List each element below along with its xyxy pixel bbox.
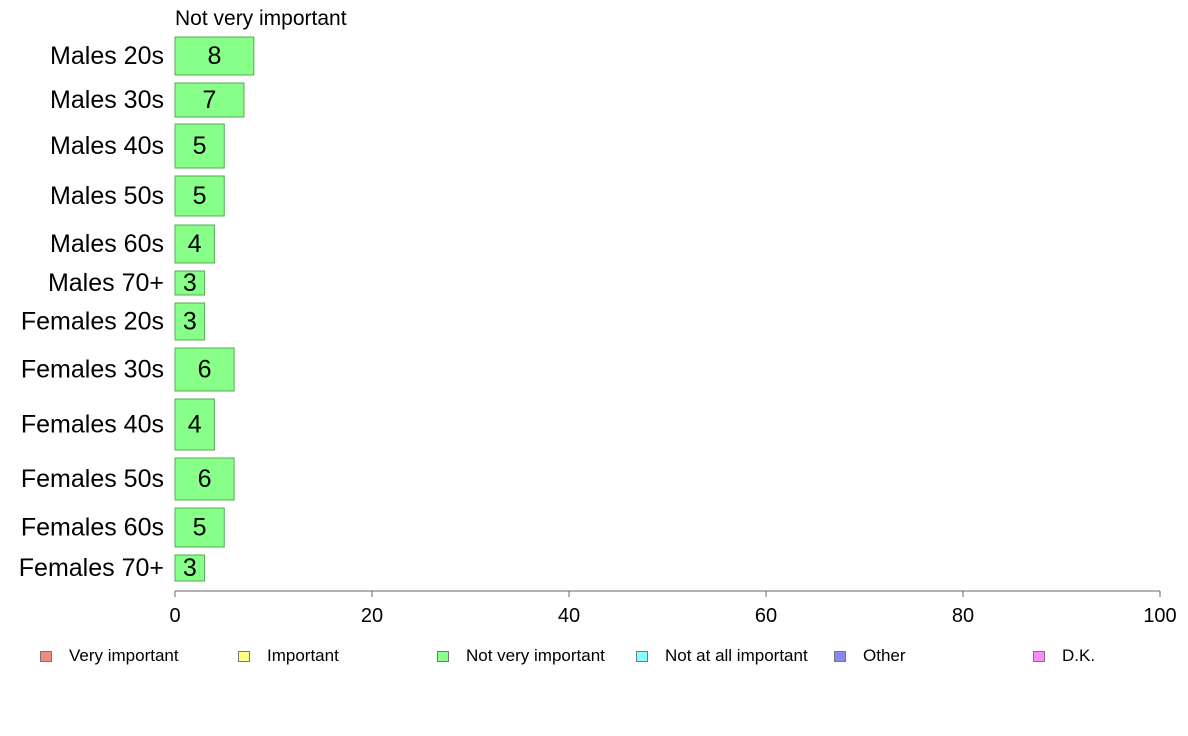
bar	[174, 457, 235, 501]
legend-item: Not at all important	[636, 646, 808, 666]
bar	[174, 82, 245, 118]
x-tick-label: 60	[755, 605, 777, 627]
bars-group: Males 20s 8 Males 30s 7 Males 40s 5 Males 50s 5…	[19, 36, 255, 582]
legend-label: Not at all important	[665, 646, 808, 665]
data-label: 4	[188, 230, 202, 258]
bar	[174, 302, 206, 341]
data-label: 6	[198, 356, 212, 384]
category-label: Females 50s	[21, 465, 164, 493]
data-label: 5	[193, 514, 207, 542]
data-label: 7	[203, 86, 217, 114]
legend-label: Not very important	[466, 646, 605, 665]
category-label: Females 20s	[21, 308, 164, 336]
category-label: Females 60s	[21, 514, 164, 542]
data-label: 4	[188, 411, 202, 439]
x-tick-label: 100	[1143, 605, 1176, 627]
legend-item: Important	[238, 646, 339, 666]
legend-item: Other	[834, 646, 906, 666]
x-tick-label: 0	[169, 605, 180, 627]
legend-swatch	[834, 650, 846, 662]
legend-label: Important	[267, 646, 339, 665]
data-label: 3	[183, 308, 197, 336]
bar	[174, 398, 215, 451]
category-label: Males 60s	[50, 230, 164, 258]
bar	[174, 270, 206, 296]
legend-item: Very important	[40, 646, 179, 666]
bar	[174, 554, 206, 582]
category-label: Females 30s	[21, 356, 164, 384]
category-label: Males 50s	[50, 182, 164, 210]
legend-label: D.K.	[1062, 646, 1096, 665]
category-label: Females 70+	[19, 554, 164, 582]
legend-swatch	[40, 650, 52, 662]
x-axis: 0 20 40 60 80 100	[169, 590, 1177, 627]
legend-label: Very important	[69, 646, 179, 665]
legend-item: Not very important	[437, 646, 605, 666]
legend-item: D.K.	[1033, 646, 1095, 666]
category-label: Males 40s	[50, 132, 164, 160]
bar	[174, 224, 215, 264]
legend-swatch	[437, 650, 449, 662]
legend-swatch	[636, 650, 648, 662]
data-label: 8	[207, 42, 221, 70]
legend-swatch	[238, 650, 250, 662]
legend-swatch	[1033, 650, 1045, 662]
x-tick-label: 20	[361, 605, 383, 627]
data-label: 5	[193, 132, 207, 160]
data-label: 5	[193, 182, 207, 210]
bar	[174, 507, 225, 548]
bar	[174, 347, 235, 392]
category-label: Males 30s	[50, 86, 164, 114]
bar	[174, 175, 225, 217]
data-label: 6	[198, 465, 212, 493]
category-label: Females 40s	[21, 411, 164, 439]
x-tick-label: 40	[558, 605, 580, 627]
data-label: 3	[183, 269, 197, 297]
bar	[174, 123, 225, 169]
legend-label: Other	[863, 646, 906, 665]
x-tick-label: 80	[952, 605, 974, 627]
category-label: Males 70+	[48, 269, 164, 297]
bar	[174, 36, 255, 76]
data-label: 3	[183, 554, 197, 582]
category-label: Males 20s	[50, 42, 164, 70]
legend: Very important Important Not very importan…	[0, 646, 1188, 666]
chart-title: Not very important	[175, 7, 347, 30]
